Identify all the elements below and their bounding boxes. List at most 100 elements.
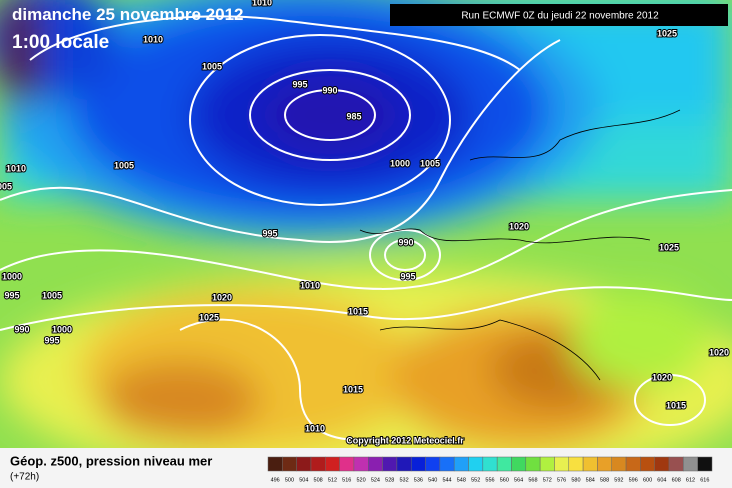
scale-label: 536 [414, 477, 423, 483]
scale-label: 528 [385, 477, 394, 483]
isobars [0, 15, 732, 441]
isobar-label: 1000 [390, 158, 410, 168]
scale-label: 540 [428, 477, 437, 483]
scale-swatch [310, 456, 326, 472]
scale-label: 604 [657, 477, 666, 483]
isobar-label: 1025 [659, 242, 679, 252]
scale-swatch [568, 456, 584, 472]
scale-label: 524 [371, 477, 380, 483]
isobar-label: 985 [346, 111, 361, 121]
date-title: dimanche 25 novembre 2012 [12, 5, 244, 24]
isobar-label: 1015 [343, 384, 363, 394]
scale-label: 496 [271, 477, 280, 483]
scale-swatch [525, 456, 541, 472]
scale-swatch [582, 456, 598, 472]
scale-label: 592 [614, 477, 623, 483]
isobar-label: 1010 [252, 0, 272, 7]
scale-swatch [683, 456, 698, 472]
isobar-label: 1020 [652, 372, 672, 382]
isobar-label: 1025 [657, 28, 677, 38]
isobar-label: 1005 [42, 290, 62, 300]
scale-swatch [640, 456, 655, 472]
scale-label: 612 [686, 477, 695, 483]
scale-label: 548 [457, 477, 466, 483]
scale-swatch [697, 456, 713, 472]
isobar-label: 1005 [202, 61, 222, 71]
isobar-label: 1005 [420, 158, 440, 168]
run-text: Run ECMWF 0Z du jeudi 22 novembre 2012 [461, 11, 659, 22]
isobar-label: 995 [400, 271, 415, 281]
isobar-label: 990 [14, 324, 29, 334]
isobar-label: 1020 [509, 221, 529, 231]
scale-label: 544 [442, 477, 451, 483]
isobar-label: 1020 [212, 292, 232, 302]
lead-time: (+72h) [10, 472, 39, 483]
color-scale: 496 500 504 508 512 516 520 524 528 532 536 540 544 5… [267, 456, 713, 483]
scale-label: 512 [328, 477, 337, 483]
scale-swatch [511, 456, 527, 472]
run-box [390, 4, 728, 26]
isobar-label: 1010 [143, 34, 163, 44]
isobar-label: 1005 [114, 160, 134, 170]
scale-swatch [611, 456, 627, 472]
isobar-label: 1010 [6, 163, 26, 173]
scale-label: 500 [285, 477, 294, 483]
scale-swatch [453, 456, 469, 472]
scale-label: 552 [471, 477, 480, 483]
scale-label: 560 [500, 477, 509, 483]
footer-title: Géop. z500, pression niveau mer [10, 453, 212, 468]
scale-swatch [654, 456, 670, 472]
isobar-label: 1025 [199, 312, 219, 322]
scale-swatch [267, 456, 283, 472]
scale-swatch [554, 456, 570, 472]
scale-label: 508 [314, 477, 323, 483]
scale-swatch [296, 456, 312, 472]
isobar-label: 990 [398, 237, 413, 247]
scale-swatch [482, 456, 498, 472]
scale-swatch [539, 456, 555, 472]
isobar-label: 995 [4, 290, 19, 300]
time-title: 1:00 locale [12, 32, 109, 53]
scale-label: 616 [700, 477, 709, 483]
scale-label: 568 [528, 477, 537, 483]
isobar-label: 1020 [709, 347, 729, 357]
scale-swatch [625, 456, 641, 472]
scale-swatch [353, 456, 369, 472]
scale-label: 580 [571, 477, 580, 483]
isobar-label: 1015 [348, 306, 368, 316]
isobar-label: 1000 [2, 271, 22, 281]
scale-label: 556 [485, 477, 494, 483]
scale-swatch [396, 456, 412, 472]
scale-swatch [425, 456, 441, 472]
scale-swatch [382, 456, 398, 472]
scale-label: 576 [557, 477, 566, 483]
isobar-label: 1015 [666, 400, 686, 410]
isobar-label: 1010 [300, 280, 320, 290]
scale-label: 520 [357, 477, 366, 483]
scale-swatch [410, 456, 426, 472]
isobar-label: 995 [292, 79, 307, 89]
scale-swatch [496, 456, 512, 472]
scale-swatch [668, 456, 684, 472]
isobar-label: 1010 [305, 423, 325, 433]
scale-label: 596 [629, 477, 638, 483]
scale-label: 600 [643, 477, 652, 483]
scale-label: 504 [299, 477, 308, 483]
scale-label: 516 [342, 477, 351, 483]
scale-label: 608 [672, 477, 681, 483]
isobar-label: 1005 [0, 181, 12, 191]
scale-swatch [439, 456, 455, 472]
isobar-label: 990 [322, 85, 337, 95]
scale-swatch [325, 456, 340, 472]
scale-label: 584 [586, 477, 595, 483]
scale-label: 572 [543, 477, 552, 483]
scale-label: 564 [514, 477, 523, 483]
scale-swatch [468, 456, 484, 472]
scale-label: 532 [399, 477, 408, 483]
isobar-label: 1000 [52, 324, 72, 334]
copyright: Copyright 2012 Meteociel.fr [346, 435, 464, 445]
scale-swatch [282, 456, 297, 472]
